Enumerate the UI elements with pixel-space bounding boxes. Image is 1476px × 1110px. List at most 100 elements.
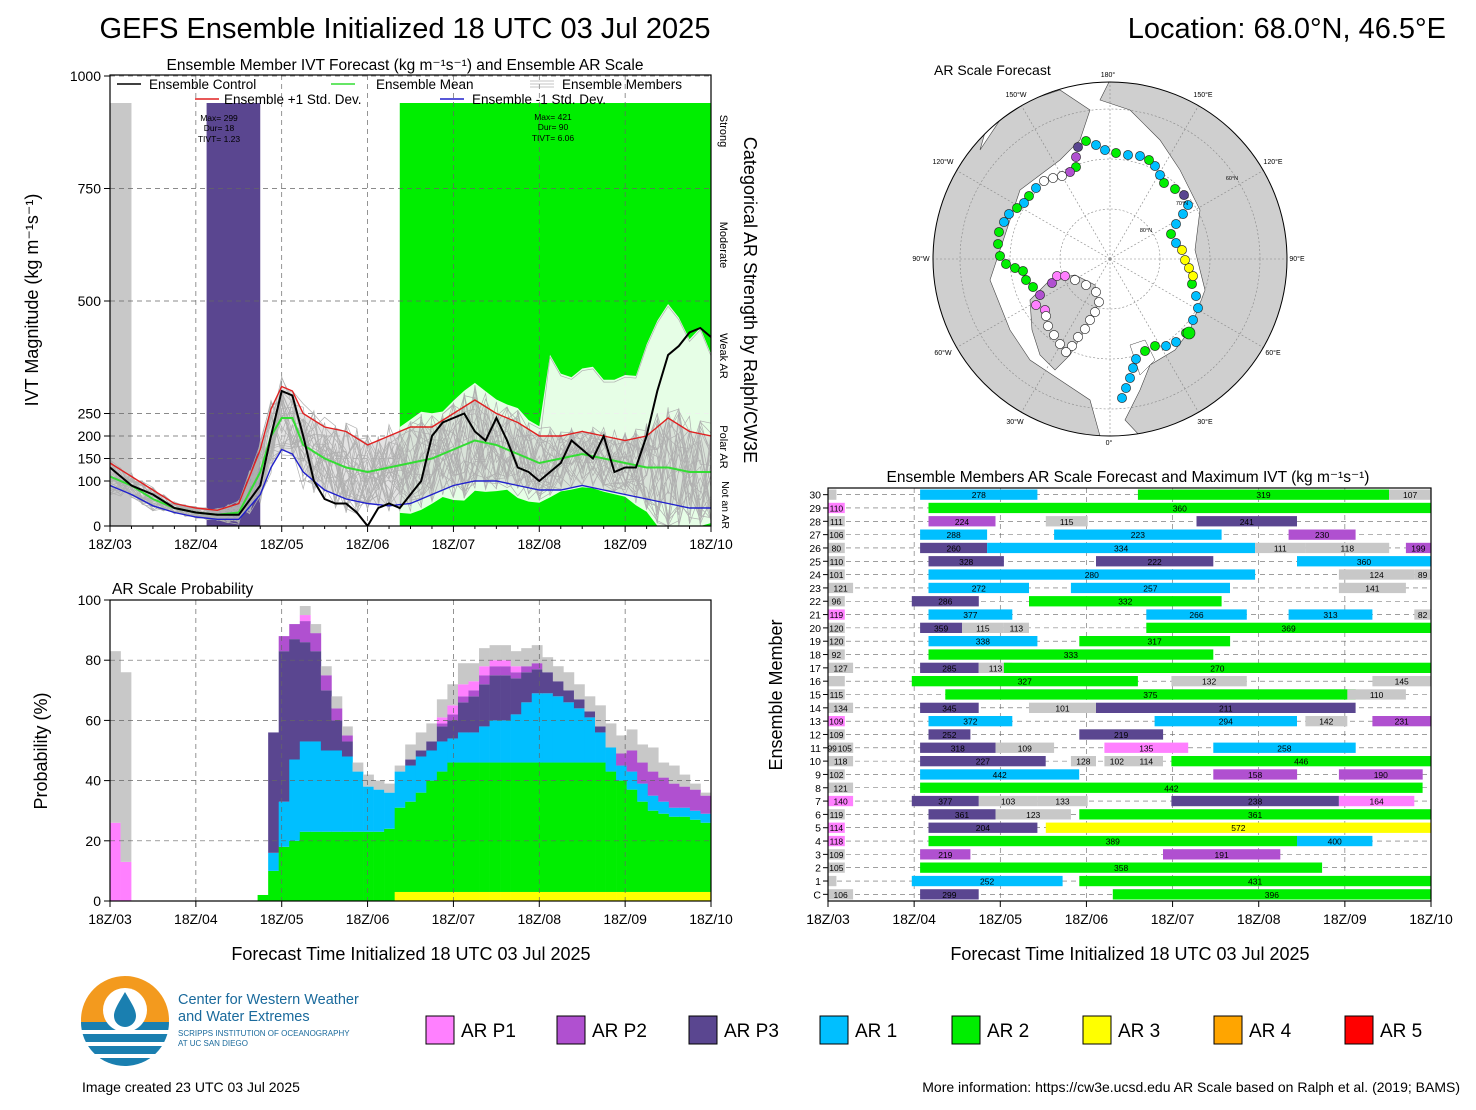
prob-bar-segment <box>436 741 448 772</box>
prob-bar-segment <box>394 807 406 892</box>
member-segment-label: 114 <box>1140 757 1154 767</box>
prob-bar-segment <box>658 801 670 814</box>
legend-item-ar4: AR 4 <box>1213 1015 1292 1045</box>
member-segment <box>1037 795 1088 807</box>
prob-bar-segment <box>310 741 322 832</box>
track-dot <box>1018 266 1028 276</box>
member-row-label: 16 <box>809 676 821 688</box>
track-dot <box>1071 152 1081 162</box>
member-segment-label: 219 <box>938 850 952 860</box>
member-segment <box>911 676 1138 687</box>
prob-bar-segment <box>415 750 427 757</box>
member-segment <box>1079 809 1432 820</box>
member-segment <box>828 835 845 847</box>
lon-label-120w: 120°W <box>932 158 953 166</box>
prob-ylabel: Probability (%) <box>31 692 51 809</box>
track-dot <box>1061 347 1071 357</box>
member-segment-label: 272 <box>972 583 986 593</box>
member-row-label: 17 <box>809 663 821 675</box>
track-dot <box>1178 209 1188 219</box>
prob-bar-segment <box>542 762 554 892</box>
track-dot <box>1159 178 1169 188</box>
track-dot <box>999 217 1009 227</box>
prob-bar-segment <box>426 723 438 742</box>
member-segment <box>920 769 1080 780</box>
member-row-24: 101 280 124 89 <box>828 569 1432 580</box>
member-segment <box>995 742 1055 753</box>
track-dot <box>1048 173 1058 183</box>
member-segment <box>1305 716 1348 727</box>
member-segment <box>828 769 845 780</box>
member-segment-label: 377 <box>938 797 952 807</box>
legend-item-ar1: AR 1 <box>819 1015 897 1045</box>
prob-bar-segment <box>447 684 459 706</box>
prob-bar-segment <box>363 831 374 901</box>
track-dot <box>1039 176 1049 186</box>
member-segment-label: 121 <box>834 583 848 593</box>
member-segment <box>911 875 1063 887</box>
prob-bar-segment <box>373 831 385 901</box>
ivt-ytick-label: 0 <box>93 518 101 534</box>
prob-bar-segment <box>679 786 691 808</box>
logo-line1: Center for Western Weather <box>178 992 359 1008</box>
member-segment-label: 361 <box>955 810 969 820</box>
member-segment <box>828 809 845 820</box>
prob-bar-segment <box>647 747 659 772</box>
ivt-xtick-label: 18Z/05 <box>260 536 304 552</box>
track-dot <box>1123 150 1133 160</box>
prob-bar-segment <box>436 891 448 901</box>
prob-xtick-label: 18Z/03 <box>88 911 132 927</box>
map-labels: 180° 150°W 150°E 120°W 120°E 90°W 90°E 6… <box>912 71 1305 447</box>
prob-bar-segment <box>521 702 533 763</box>
prob-bar-segment <box>341 741 353 757</box>
prob-bar-segment <box>468 762 480 892</box>
event1-max: Max= 299 <box>200 113 238 123</box>
member-segment-label: 134 <box>834 703 848 713</box>
prob-bar-segment <box>584 891 596 901</box>
member-segment-label: 442 <box>1164 783 1178 793</box>
lon-label-60w: 60°W <box>934 349 952 357</box>
prob-bar-segment <box>531 693 543 763</box>
prob-bar-segment <box>384 828 395 901</box>
member-segment <box>1096 556 1214 567</box>
track-dot <box>1065 167 1075 177</box>
track-dot <box>1171 238 1181 248</box>
logo-line3: SCRIPPS INSTITUTION OF OCEANOGRAPHY <box>178 1029 350 1038</box>
member-segment <box>1338 582 1406 594</box>
member-segment <box>920 742 996 753</box>
prob-bar-segment <box>436 723 448 727</box>
prob-bar-segment <box>405 759 417 766</box>
event1-annotation: Max= 299 Dur= 18 TIVT= 1.23 <box>198 113 241 144</box>
member-segment-label: 114 <box>830 823 844 833</box>
member-segment-label: 211 <box>1219 703 1233 713</box>
member-row-label: 25 <box>809 556 821 568</box>
prob-bar-segment <box>299 621 311 643</box>
member-segment <box>1338 795 1415 807</box>
prob-bar-segment <box>584 717 596 763</box>
prob-bar-segment <box>468 696 480 733</box>
prob-bar-segment <box>605 891 617 901</box>
prob-bar-segment <box>468 732 480 763</box>
category-not-an-ar: Not an AR <box>719 481 731 529</box>
prob-bar-segment <box>595 762 606 892</box>
prob-bar-segment <box>415 891 427 901</box>
member-row-label: C <box>813 889 821 901</box>
prob-ytick-label: 60 <box>85 712 101 728</box>
members-title: Ensemble Members AR Scale Forecast and M… <box>887 469 1370 486</box>
member-segment-label: 121 <box>834 783 848 793</box>
ar-scale-legend: AR P1 AR P2 AR P3 AR 1 AR 2 AR 3 AR 4 AR 5 <box>425 1015 1422 1045</box>
prob-bar-segment <box>479 726 490 763</box>
member-segment <box>1137 489 1390 500</box>
logo-line2: and Water Extremes <box>178 1009 310 1025</box>
prob-bar-segment <box>531 645 543 664</box>
member-segment <box>828 502 845 514</box>
member-segment-label: 109 <box>1018 743 1032 753</box>
event2-tivt: TIVT= 6.06 <box>532 133 575 143</box>
member-segment-label: 345 <box>942 703 956 713</box>
member-segment <box>828 822 845 833</box>
prob-bar-segment <box>626 729 638 751</box>
track-dot <box>1128 363 1138 373</box>
member-segment-label: 446 <box>1294 757 1308 767</box>
